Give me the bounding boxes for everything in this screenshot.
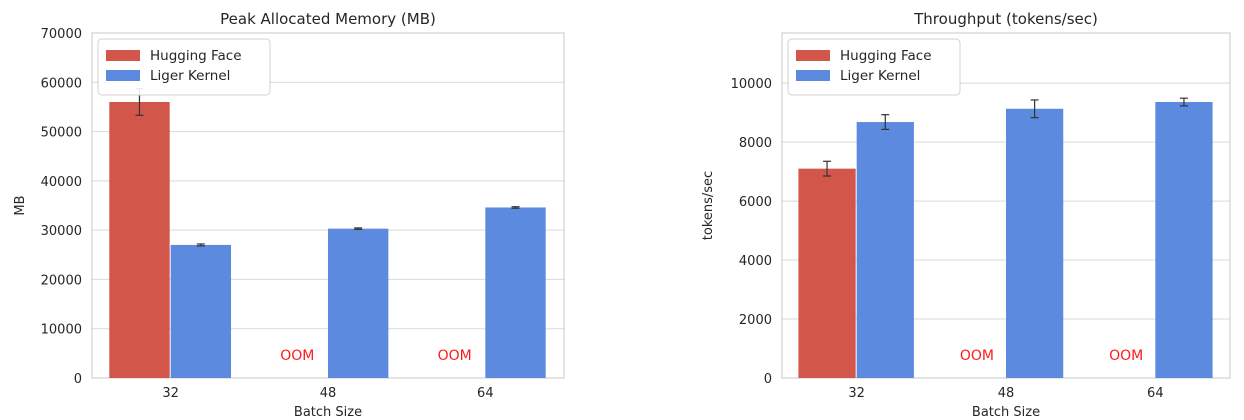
y-tick-label: 60000: [41, 76, 82, 91]
oom-annotation: OOM: [280, 348, 314, 364]
y-tick-label: 8000: [739, 136, 772, 151]
legend-box: [97, 38, 271, 96]
bar-liger-kernel: [328, 228, 389, 378]
y-tick-label: 50000: [41, 126, 82, 141]
x-tick-label: 64: [477, 386, 494, 401]
y-tick-label: 0: [74, 372, 82, 387]
bar-liger-kernel: [485, 207, 546, 378]
chart-title: Throughput (tokens/sec): [913, 10, 1098, 28]
legend: Hugging Face Liger Kernel: [97, 38, 271, 96]
legend-swatch: [796, 70, 830, 81]
bar-hugging-face: [798, 168, 856, 378]
legend-label: Liger Kernel: [840, 68, 920, 84]
y-axis-label: MB: [13, 195, 28, 215]
legend-swatch: [106, 70, 140, 81]
x-axis-label: Batch Size: [972, 405, 1040, 420]
y-tick-label: 70000: [41, 27, 82, 42]
legend: Hugging Face Liger Kernel: [787, 38, 961, 96]
y-tick-label: 10000: [41, 323, 82, 338]
y-tick-label: 2000: [739, 313, 772, 328]
y-tick-label: 30000: [41, 224, 82, 239]
chart-1: 0 10000 20000 30000 40000 50000 60000 70000 OOM O…: [13, 10, 565, 420]
legend-label: Hugging Face: [150, 48, 242, 64]
bar-liger-kernel: [170, 244, 232, 378]
x-tick-label: 32: [162, 386, 179, 401]
chart-title: Peak Allocated Memory (MB): [220, 10, 436, 28]
y-axis-label: tokens/sec: [701, 171, 716, 240]
x-axis-label: Batch Size: [294, 405, 362, 420]
legend-swatch: [796, 50, 830, 61]
bar-liger-kernel: [1006, 108, 1064, 379]
y-tick-label: 20000: [41, 273, 82, 288]
oom-annotation: OOM: [1109, 348, 1143, 364]
x-tick-label: 32: [848, 386, 865, 401]
y-tick-label: 4000: [739, 254, 772, 269]
chart-2: 0 2000 4000 6000 8000 10000 OOM OOM 32 48 64 Throug…: [701, 10, 1231, 420]
legend-label: Hugging Face: [840, 48, 932, 64]
y-tick-label: 0: [764, 372, 772, 387]
legend-swatch: [106, 50, 140, 61]
bar-liger-kernel: [856, 122, 914, 378]
y-tick-label: 6000: [739, 195, 772, 210]
y-tick-label: 40000: [41, 175, 82, 190]
legend-box: [787, 38, 961, 96]
x-tick-label: 48: [320, 386, 337, 401]
bar-liger-kernel: [1155, 102, 1213, 378]
oom-annotation: OOM: [438, 348, 472, 364]
legend-label: Liger Kernel: [150, 68, 230, 84]
bar-hugging-face: [109, 102, 170, 378]
y-tick-label: 10000: [731, 77, 772, 92]
oom-annotation: OOM: [960, 348, 994, 364]
x-tick-label: 48: [998, 386, 1015, 401]
x-tick-label: 64: [1147, 386, 1164, 401]
